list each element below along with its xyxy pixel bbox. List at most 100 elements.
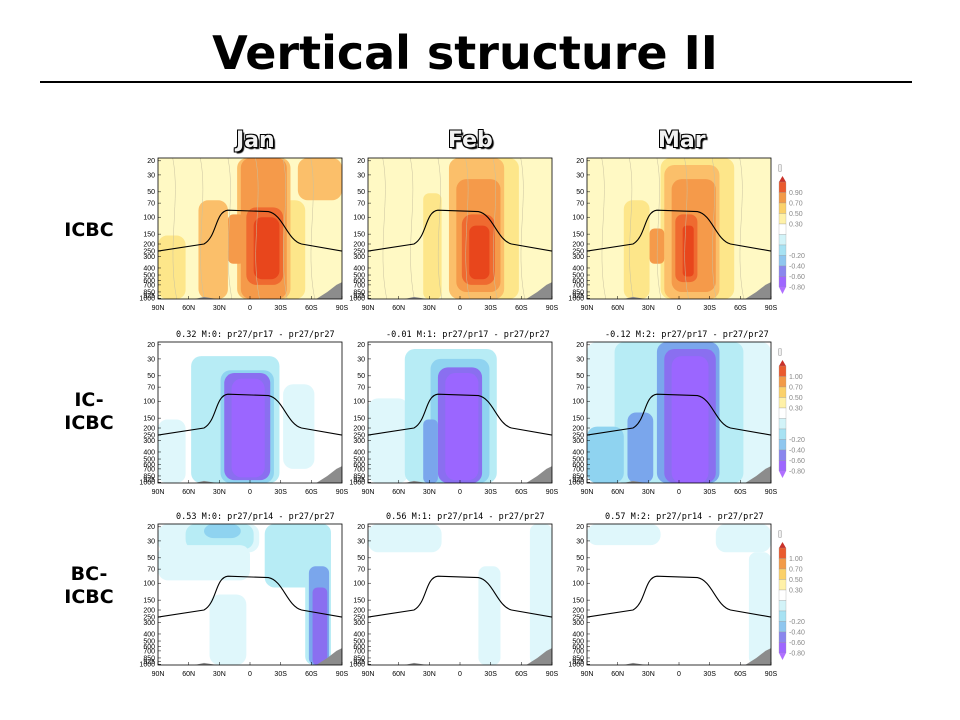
x-tick-label: 30S xyxy=(484,671,497,678)
panel-title: 0.32 M:0: pr27/pr17 - pr27/pr27 xyxy=(176,330,335,340)
field-contour xyxy=(423,419,438,483)
colorbar-label: 0.90 xyxy=(789,190,803,197)
y-tick-label: 200 xyxy=(572,607,584,614)
y-tick-label: 500 xyxy=(353,456,365,463)
colorbar-label: -0.80 xyxy=(789,651,805,658)
x-tick-label: 60S xyxy=(305,671,318,678)
y-tick-label: 500 xyxy=(353,272,365,279)
y-tick-label: 300 xyxy=(143,254,155,261)
field-contour xyxy=(368,524,442,553)
y-tick-label: 150 xyxy=(353,416,365,423)
field-contour xyxy=(649,228,665,264)
contour-line xyxy=(310,158,315,299)
colorbar-swatch xyxy=(778,589,787,601)
y-tick-label: 30 xyxy=(576,538,584,545)
y-tick-label: 700 xyxy=(143,466,155,473)
y-tick-label: 500 xyxy=(572,456,584,463)
y-tick-label: 400 xyxy=(143,265,155,272)
panel-field xyxy=(587,158,771,299)
topography-fill xyxy=(316,648,342,665)
colorbar-swatch xyxy=(778,407,787,419)
tropopause-line xyxy=(368,575,552,618)
colorbar-swatch xyxy=(778,631,787,643)
colorbar-swatch xyxy=(778,376,787,388)
y-tick-label: 600 xyxy=(143,644,155,651)
topography-fill xyxy=(745,282,771,299)
colorbar-swatch xyxy=(778,642,787,654)
y-tick-label: 250 xyxy=(143,432,155,439)
panel-field xyxy=(368,524,552,665)
field-contour xyxy=(587,524,661,546)
y-tick-label: 250 xyxy=(572,248,584,255)
colorbar-arrow-top xyxy=(779,176,786,182)
y-tick-label: 250 xyxy=(353,432,365,439)
y-tick-label: 400 xyxy=(143,631,155,638)
x-tick-label: 60S xyxy=(305,305,318,312)
colorbar-swatch xyxy=(778,397,787,409)
y-tick-label: 400 xyxy=(572,265,584,272)
y-tick-label: 250 xyxy=(353,248,365,255)
x-tick-label: 60N xyxy=(182,671,195,678)
y-tick-label: 150 xyxy=(572,232,584,239)
y-tick-label: 20 xyxy=(147,524,155,531)
y-tick-label: 250 xyxy=(143,248,155,255)
x-tick-label: 0 xyxy=(677,305,681,312)
y-tick-label: 20 xyxy=(576,342,584,349)
colorbar-swatch xyxy=(778,276,787,288)
y-tick-label: 20 xyxy=(357,342,365,349)
y-tick-label: 50 xyxy=(576,189,584,196)
y-tick-label: 70 xyxy=(147,201,155,208)
x-tick-label: 0 xyxy=(677,489,681,496)
contour-line xyxy=(656,158,662,299)
y-tick-label: 1000 xyxy=(568,296,584,303)
colorbar-swatch xyxy=(778,558,787,570)
field-contour xyxy=(469,225,490,280)
y-tick-label: 850 xyxy=(572,473,584,480)
colorbar-swatch xyxy=(778,600,787,612)
panel-title: 0.56 M:1: pr27/pr14 - pr27/pr27 xyxy=(386,512,545,522)
y-tick-label: 400 xyxy=(143,449,155,456)
y-tick-label: 200 xyxy=(353,241,365,248)
colorbar-label: -0.60 xyxy=(789,640,805,647)
y-tick-label: 100 xyxy=(353,581,365,588)
y-tick-label: 70 xyxy=(357,385,365,392)
contour-line xyxy=(255,158,260,299)
x-tick-label: 60S xyxy=(734,671,747,678)
y-tick-label: 70 xyxy=(576,385,584,392)
y-tick-label: 850 xyxy=(572,289,584,296)
y-tick-label: 250 xyxy=(572,432,584,439)
y-tick-label: 30 xyxy=(357,538,365,545)
y-tick-label: 600 xyxy=(572,278,584,285)
y-tick-label: 100 xyxy=(572,581,584,588)
field-contour xyxy=(158,545,250,581)
contour-line xyxy=(172,158,177,299)
panel-title: -0.12 M:2: pr27/pr17 - pr27/pr27 xyxy=(605,330,769,340)
y-tick-label: 20 xyxy=(576,524,584,531)
y-tick-label: 100 xyxy=(353,399,365,406)
y-tick-label: 700 xyxy=(572,466,584,473)
x-tick-label: 60N xyxy=(392,489,405,496)
colorbar-swatch xyxy=(778,460,787,472)
x-tick-label: 60S xyxy=(305,489,318,496)
y-tick-label: 850 xyxy=(143,473,155,480)
x-tick-label: 90S xyxy=(336,489,349,496)
y-tick-label: 850 xyxy=(572,655,584,662)
panel-field xyxy=(158,158,342,299)
colorbar-swatch xyxy=(778,449,787,461)
y-tick-label: 70 xyxy=(576,201,584,208)
y-tick-label: 500 xyxy=(353,638,365,645)
colorbar-swatch xyxy=(778,234,787,246)
field-contour xyxy=(227,214,245,264)
topography-fill xyxy=(526,648,552,665)
x-tick-label: 0 xyxy=(248,671,252,678)
field-contour xyxy=(297,158,342,201)
y-tick-label: 70 xyxy=(357,201,365,208)
y-tick-label: 150 xyxy=(143,232,155,239)
field-contour xyxy=(529,524,552,665)
y-tick-label: 70 xyxy=(147,567,155,574)
colorbar-arrow-bottom xyxy=(779,471,786,478)
